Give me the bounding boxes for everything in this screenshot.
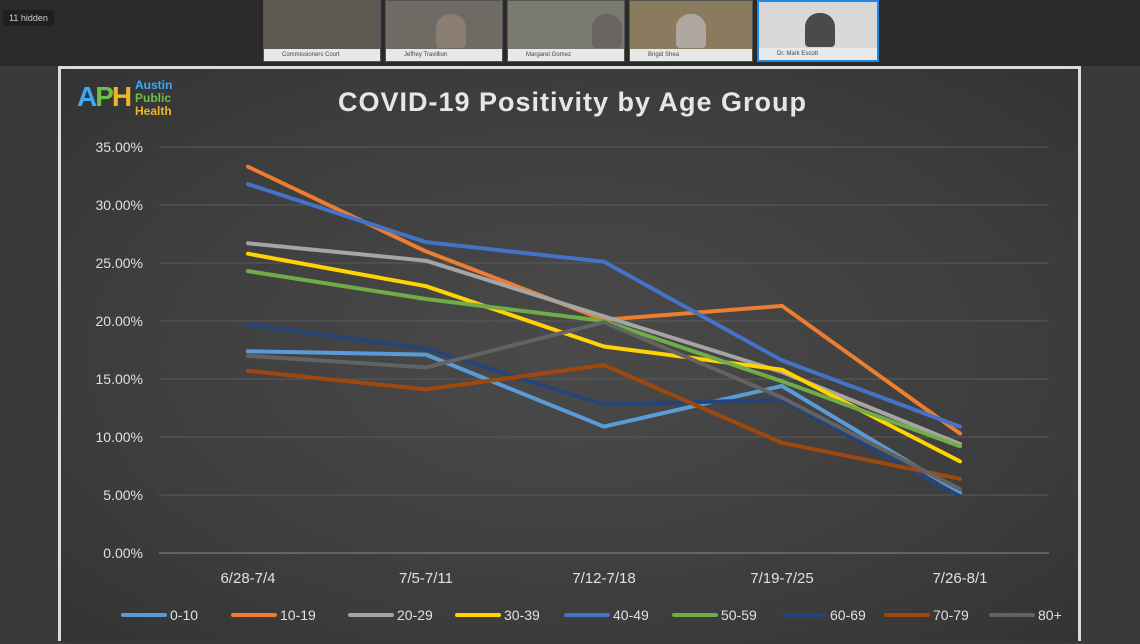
series-line-60-69 xyxy=(246,322,962,499)
logo-word: Health xyxy=(135,104,172,118)
participant-video xyxy=(676,14,706,48)
logo-mark: APH xyxy=(77,81,132,112)
y-tick-label: 5.00% xyxy=(103,487,143,503)
legend-label: 10-19 xyxy=(280,607,316,623)
series-line-70-79 xyxy=(246,363,962,481)
series-line-40-49 xyxy=(246,182,962,429)
participant-tile-active[interactable]: Dr. Mark Escott xyxy=(757,0,879,62)
participant-name: Commissioners Court xyxy=(264,49,380,61)
y-tick-label: 25.00% xyxy=(96,255,143,271)
y-tick-label: 0.00% xyxy=(103,545,143,561)
participant-tile[interactable]: Jeffrey Travillion xyxy=(385,0,503,62)
legend-label: 0-10 xyxy=(170,607,198,623)
participant-name: Margaret Gomez xyxy=(508,49,624,61)
x-tick-label: 7/12-7/18 xyxy=(572,570,635,587)
legend-label: 30-39 xyxy=(504,607,540,623)
series-line-20-29 xyxy=(246,241,962,446)
series-line-30-39 xyxy=(246,251,962,464)
participant-name: Brigid Shea xyxy=(630,49,752,61)
participant-tile[interactable]: Margaret Gomez xyxy=(507,0,625,62)
series-line-80+ xyxy=(246,320,962,492)
y-tick-label: 30.00% xyxy=(96,197,143,213)
x-tick-label: 7/5-7/11 xyxy=(399,570,453,587)
legend-label: 80+ xyxy=(1038,607,1062,623)
y-tick-label: 15.00% xyxy=(96,371,143,387)
chart-title: COVID-19 Positivity by Age Group xyxy=(337,87,808,117)
participant-name: Dr. Mark Escott xyxy=(759,48,877,60)
logo-wordmark: Austin Public Health xyxy=(135,79,172,118)
legend-label: 50-59 xyxy=(721,607,757,623)
video-call-bar: 11 hidden Commissioners Court Jeffrey Tr… xyxy=(0,0,1140,66)
y-tick-label: 10.00% xyxy=(96,429,143,445)
hidden-participants-badge[interactable]: 11 hidden xyxy=(3,10,54,26)
series-line-10-19 xyxy=(246,164,962,436)
participant-video xyxy=(592,14,622,48)
x-tick-label: 6/28-7/4 xyxy=(220,570,275,587)
participant-video xyxy=(436,14,466,48)
series-line-0-10 xyxy=(246,349,962,495)
x-tick-label: 7/26-8/1 xyxy=(932,570,987,587)
legend-label: 70-79 xyxy=(933,607,969,623)
legend-label: 40-49 xyxy=(613,607,649,623)
y-tick-label: 35.00% xyxy=(96,139,143,155)
x-tick-label: 7/19-7/25 xyxy=(750,570,813,587)
participant-name: Jeffrey Travillion xyxy=(386,49,502,61)
legend-label: 20-29 xyxy=(397,607,433,623)
participant-video xyxy=(805,13,835,47)
line-chart: 0.00% 5.00% 10.00% 15.00% 20.00% 25.00% 30.00%… xyxy=(96,139,1062,623)
participant-tile[interactable]: Brigid Shea xyxy=(629,0,753,62)
legend-label: 60-69 xyxy=(830,607,866,623)
participant-tile[interactable]: Commissioners Court xyxy=(263,0,381,62)
logo-word: Public xyxy=(135,91,172,105)
presentation-slide: APH Austin Public Health COVID-19 Positi… xyxy=(58,66,1081,641)
logo-word: Austin xyxy=(135,78,173,92)
austin-public-health-logo: APH Austin Public Health xyxy=(77,77,187,137)
y-tick-label: 20.00% xyxy=(96,313,143,329)
